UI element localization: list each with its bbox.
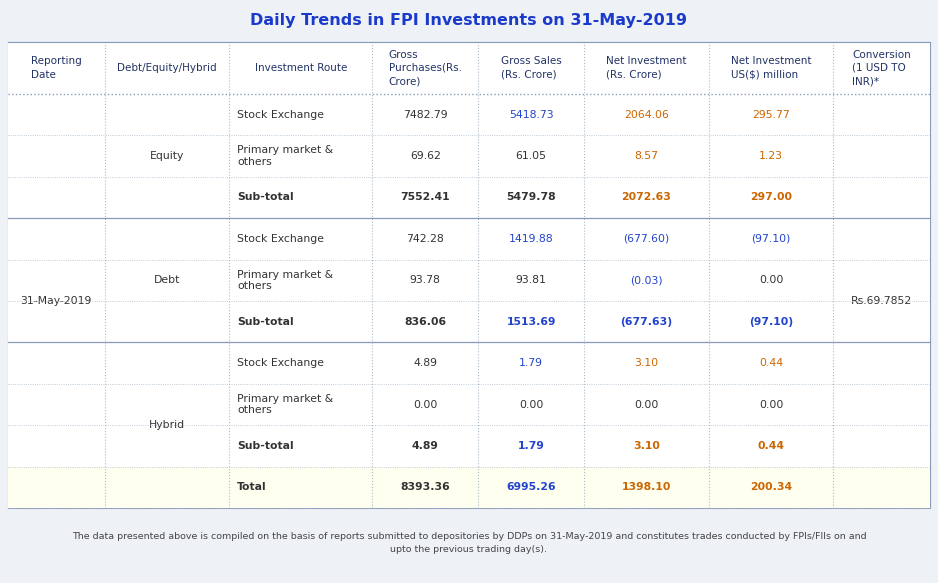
Text: Sub-total: Sub-total	[237, 317, 294, 326]
Bar	[8, 301, 930, 342]
Text: Sub-total: Sub-total	[237, 192, 294, 202]
Text: Net Investment
(Rs. Crore): Net Investment (Rs. Crore)	[606, 57, 687, 80]
Text: Gross Sales
(Rs. Crore): Gross Sales (Rs. Crore)	[501, 57, 562, 80]
Text: 295.77: 295.77	[752, 110, 790, 120]
Bar	[8, 42, 930, 94]
Text: 2064.06: 2064.06	[624, 110, 669, 120]
Text: 1419.88: 1419.88	[509, 234, 553, 244]
Text: Stock Exchange: Stock Exchange	[237, 234, 325, 244]
Text: Reporting
Date: Reporting Date	[31, 57, 82, 80]
Text: 4.89: 4.89	[414, 358, 437, 368]
Text: 0.00: 0.00	[759, 275, 783, 285]
Text: 0.44: 0.44	[759, 358, 783, 368]
Text: 8393.36: 8393.36	[401, 482, 450, 492]
Text: Stock Exchange: Stock Exchange	[237, 358, 325, 368]
Text: 1.23: 1.23	[759, 151, 783, 161]
Text: 61.05: 61.05	[516, 151, 547, 161]
Bar	[8, 466, 930, 508]
Text: 69.62: 69.62	[410, 151, 441, 161]
Text: 0.44: 0.44	[758, 441, 784, 451]
Text: 836.06: 836.06	[404, 317, 446, 326]
Bar	[8, 218, 930, 259]
Text: 1.79: 1.79	[520, 358, 543, 368]
Text: 1398.10: 1398.10	[622, 482, 672, 492]
Text: (677.60): (677.60)	[624, 234, 670, 244]
Text: Primary market &
others: Primary market & others	[237, 145, 333, 167]
Text: 7552.41: 7552.41	[401, 192, 450, 202]
Text: The data presented above is compiled on the basis of reports submitted to deposi: The data presented above is compiled on …	[71, 532, 867, 554]
Text: 0.00: 0.00	[413, 399, 437, 409]
Text: 5418.73: 5418.73	[509, 110, 553, 120]
Text: Gross
Purchases(Rs.
Crore): Gross Purchases(Rs. Crore)	[388, 50, 461, 86]
Text: 200.34: 200.34	[749, 482, 792, 492]
Text: Sub-total: Sub-total	[237, 441, 294, 451]
Text: (97.10): (97.10)	[751, 234, 791, 244]
Text: 1.79: 1.79	[518, 441, 545, 451]
Text: 31-May-2019: 31-May-2019	[21, 296, 92, 306]
Text: (677.63): (677.63)	[620, 317, 673, 326]
Text: Investment Route: Investment Route	[254, 63, 347, 73]
Text: (97.10): (97.10)	[749, 317, 793, 326]
Text: 93.78: 93.78	[410, 275, 441, 285]
Text: Hybrid: Hybrid	[149, 420, 185, 430]
Bar	[8, 135, 930, 177]
Text: 0.00: 0.00	[519, 399, 543, 409]
Text: 3.10: 3.10	[633, 441, 660, 451]
Bar	[0, 0, 938, 40]
Bar	[8, 384, 930, 425]
Bar	[8, 259, 930, 301]
Text: 3.10: 3.10	[634, 358, 658, 368]
Text: 2072.63: 2072.63	[622, 192, 672, 202]
Text: 4.89: 4.89	[412, 441, 439, 451]
Text: Debt/Equity/Hybrid: Debt/Equity/Hybrid	[117, 63, 217, 73]
Text: (0.03): (0.03)	[630, 275, 663, 285]
Text: Debt: Debt	[154, 275, 180, 285]
Text: 297.00: 297.00	[750, 192, 792, 202]
Bar	[8, 42, 930, 508]
Text: 6995.26: 6995.26	[507, 482, 556, 492]
Text: 93.81: 93.81	[516, 275, 547, 285]
Text: Rs.69.7852: Rs.69.7852	[851, 296, 913, 306]
Text: 0.00: 0.00	[759, 399, 783, 409]
Text: Primary market &
others: Primary market & others	[237, 269, 333, 291]
Text: Net Investment
US($) million: Net Investment US($) million	[731, 57, 811, 80]
Bar	[8, 94, 930, 135]
Text: 742.28: 742.28	[406, 234, 444, 244]
Text: 7482.79: 7482.79	[403, 110, 447, 120]
Text: Stock Exchange: Stock Exchange	[237, 110, 325, 120]
Text: Daily Trends in FPI Investments on 31-May-2019: Daily Trends in FPI Investments on 31-Ma…	[250, 12, 688, 27]
Bar	[8, 177, 930, 218]
Text: Primary market &
others: Primary market & others	[237, 394, 333, 415]
Text: 8.57: 8.57	[634, 151, 658, 161]
Text: 0.00: 0.00	[634, 399, 658, 409]
Bar	[8, 425, 930, 466]
Text: 5479.78: 5479.78	[507, 192, 556, 202]
Text: Equity: Equity	[150, 151, 184, 161]
Text: Total: Total	[237, 482, 267, 492]
Text: Conversion
(1 USD TO
INR)*: Conversion (1 USD TO INR)*	[853, 50, 911, 86]
Bar	[8, 342, 930, 384]
Text: 1513.69: 1513.69	[507, 317, 556, 326]
